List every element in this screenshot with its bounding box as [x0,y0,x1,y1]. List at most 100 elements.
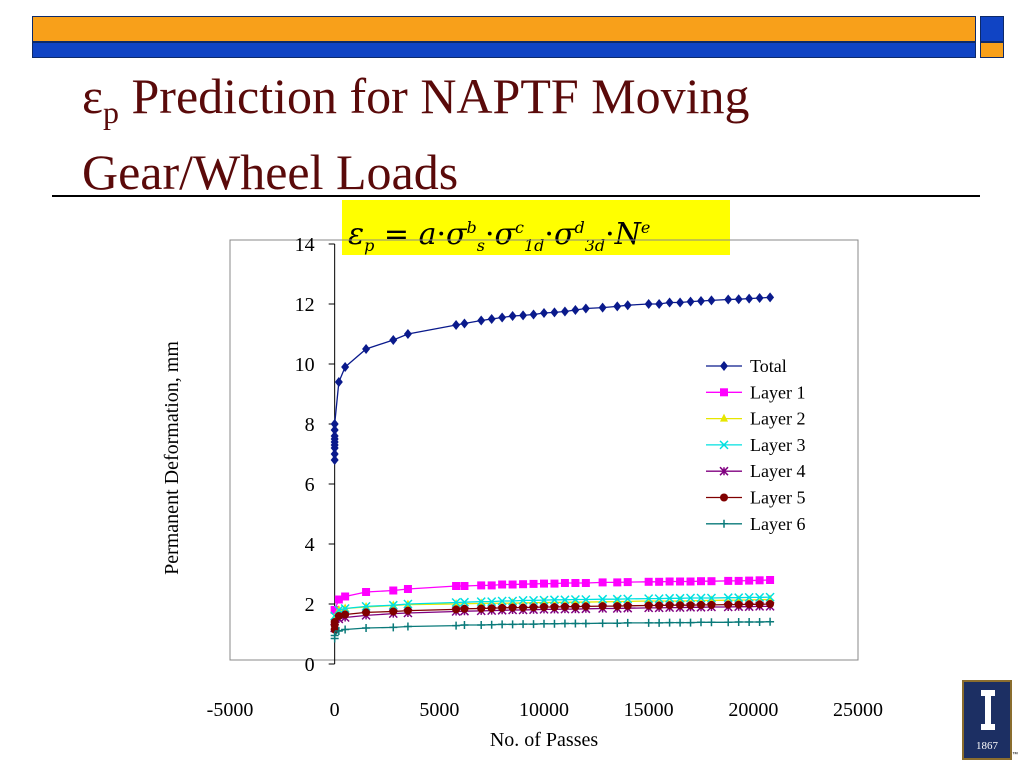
data-point-layer-2 [734,595,743,604]
data-point-layer-3 [765,592,775,602]
legend-label-layer-3: Layer 3 [750,435,805,455]
data-point-layer-2 [571,597,580,606]
data-point-layer-5 [403,606,412,615]
data-point-layer-3 [623,594,633,604]
data-point-layer-5 [529,603,538,612]
data-point-layer-6 [734,618,743,626]
data-point-layer-1 [334,595,343,604]
data-point-total [655,299,664,309]
data-point-layer-5 [452,605,461,614]
data-point-total [707,295,716,306]
data-point-layer-2 [644,596,653,604]
y-tick-label: 8 [305,414,315,436]
formula-eps: ε [348,217,365,252]
data-point-total [330,419,339,429]
data-point-layer-3 [744,592,754,602]
formula-n: N [614,217,641,252]
data-point-layer-6 [487,620,496,629]
data-point-total [540,308,548,318]
data-point-layer-3 [549,595,559,605]
legend-marker-total [720,361,728,371]
data-point-layer-6 [745,618,754,626]
data-point-layer-3 [451,597,461,608]
data-point-total [487,314,496,324]
data-point-total [613,301,622,312]
header-square-blue [980,16,1004,42]
data-point-layer-3 [459,597,469,607]
data-point-layer-1 [745,576,754,585]
data-point-layer-1 [403,585,412,593]
formula-sub-3d: 3d [584,236,606,255]
data-point-total [362,344,371,354]
formula-eps-sub: p [364,236,375,255]
data-point-layer-1 [330,606,339,614]
data-point-total [403,329,412,339]
data-point-layer-3 [612,594,622,604]
data-point-total [389,335,398,345]
logo-year: 1867 [976,740,998,752]
logo-block-i-icon [981,690,995,730]
data-point-total [697,296,705,306]
data-point-layer-3 [581,594,591,605]
data-point-layer-5 [724,600,733,609]
data-point-layer-5 [487,604,496,613]
data-point-layer-6 [403,622,412,631]
trademark-mark: ™ [1012,752,1018,758]
data-point-layer-1 [487,581,496,590]
data-point-layer-5 [734,600,743,609]
data-point-layer-5 [334,612,343,620]
data-point-layer-6 [665,618,674,627]
formula-eq: = [383,217,410,252]
data-point-layer-1 [460,582,469,590]
data-point-layer-6 [529,620,538,629]
data-point-layer-3 [654,594,664,604]
legend-marker-layer-4 [719,466,729,476]
data-point-layer-5 [623,601,632,610]
data-point-layer-1 [623,578,632,587]
data-point-layer-5 [707,600,716,609]
data-point-layer-6 [623,618,632,627]
formula-a: a [418,217,437,252]
data-point-total [734,294,743,305]
data-point-total [550,307,559,318]
data-point-total [598,302,607,313]
data-point-layer-5 [613,602,622,611]
data-point-total [665,297,674,308]
legend-label-total: Total [750,356,787,376]
data-point-layer-6 [362,624,371,632]
data-point-layer-5 [745,600,754,609]
data-point-layer-1 [550,579,559,588]
data-point-layer-3 [497,596,507,606]
legend-marker-layer-3 [719,440,729,450]
data-point-layer-6 [519,620,528,629]
slide-title-line2: Gear/Wheel Loads [82,144,459,200]
data-point-layer-1 [362,588,371,596]
data-point-layer-3 [734,593,744,603]
legend-label-layer-1: Layer 1 [750,382,805,402]
data-point-layer-3 [723,593,733,603]
data-point-total [676,297,685,308]
data-point-total [766,292,775,303]
data-point-layer-5 [755,600,764,609]
data-point-layer-6 [550,619,559,628]
series-line-total [334,296,771,460]
data-point-layer-6 [498,620,507,629]
data-point-layer-1 [519,580,528,589]
data-point-layer-5 [676,601,685,610]
data-point-layer-3 [686,593,696,603]
data-point-layer-5 [598,602,607,611]
y-tick-label: 10 [295,354,315,376]
data-point-total [724,294,733,305]
title-symbol: ε [82,68,103,124]
data-point-layer-5 [655,601,664,610]
data-point-layer-3 [403,599,413,609]
data-point-layer-6 [571,619,580,628]
slide-title-line1: εp Prediction for NAPTF Moving [82,66,962,142]
data-point-layer-3 [529,595,539,605]
title-rest: Prediction for NAPTF Moving [119,68,750,124]
data-point-layer-3 [706,593,716,603]
data-point-layer-2 [766,594,775,603]
data-point-total [477,315,486,326]
legend-marker-layer-6 [720,519,728,528]
legend-label-layer-6: Layer 6 [750,514,805,534]
